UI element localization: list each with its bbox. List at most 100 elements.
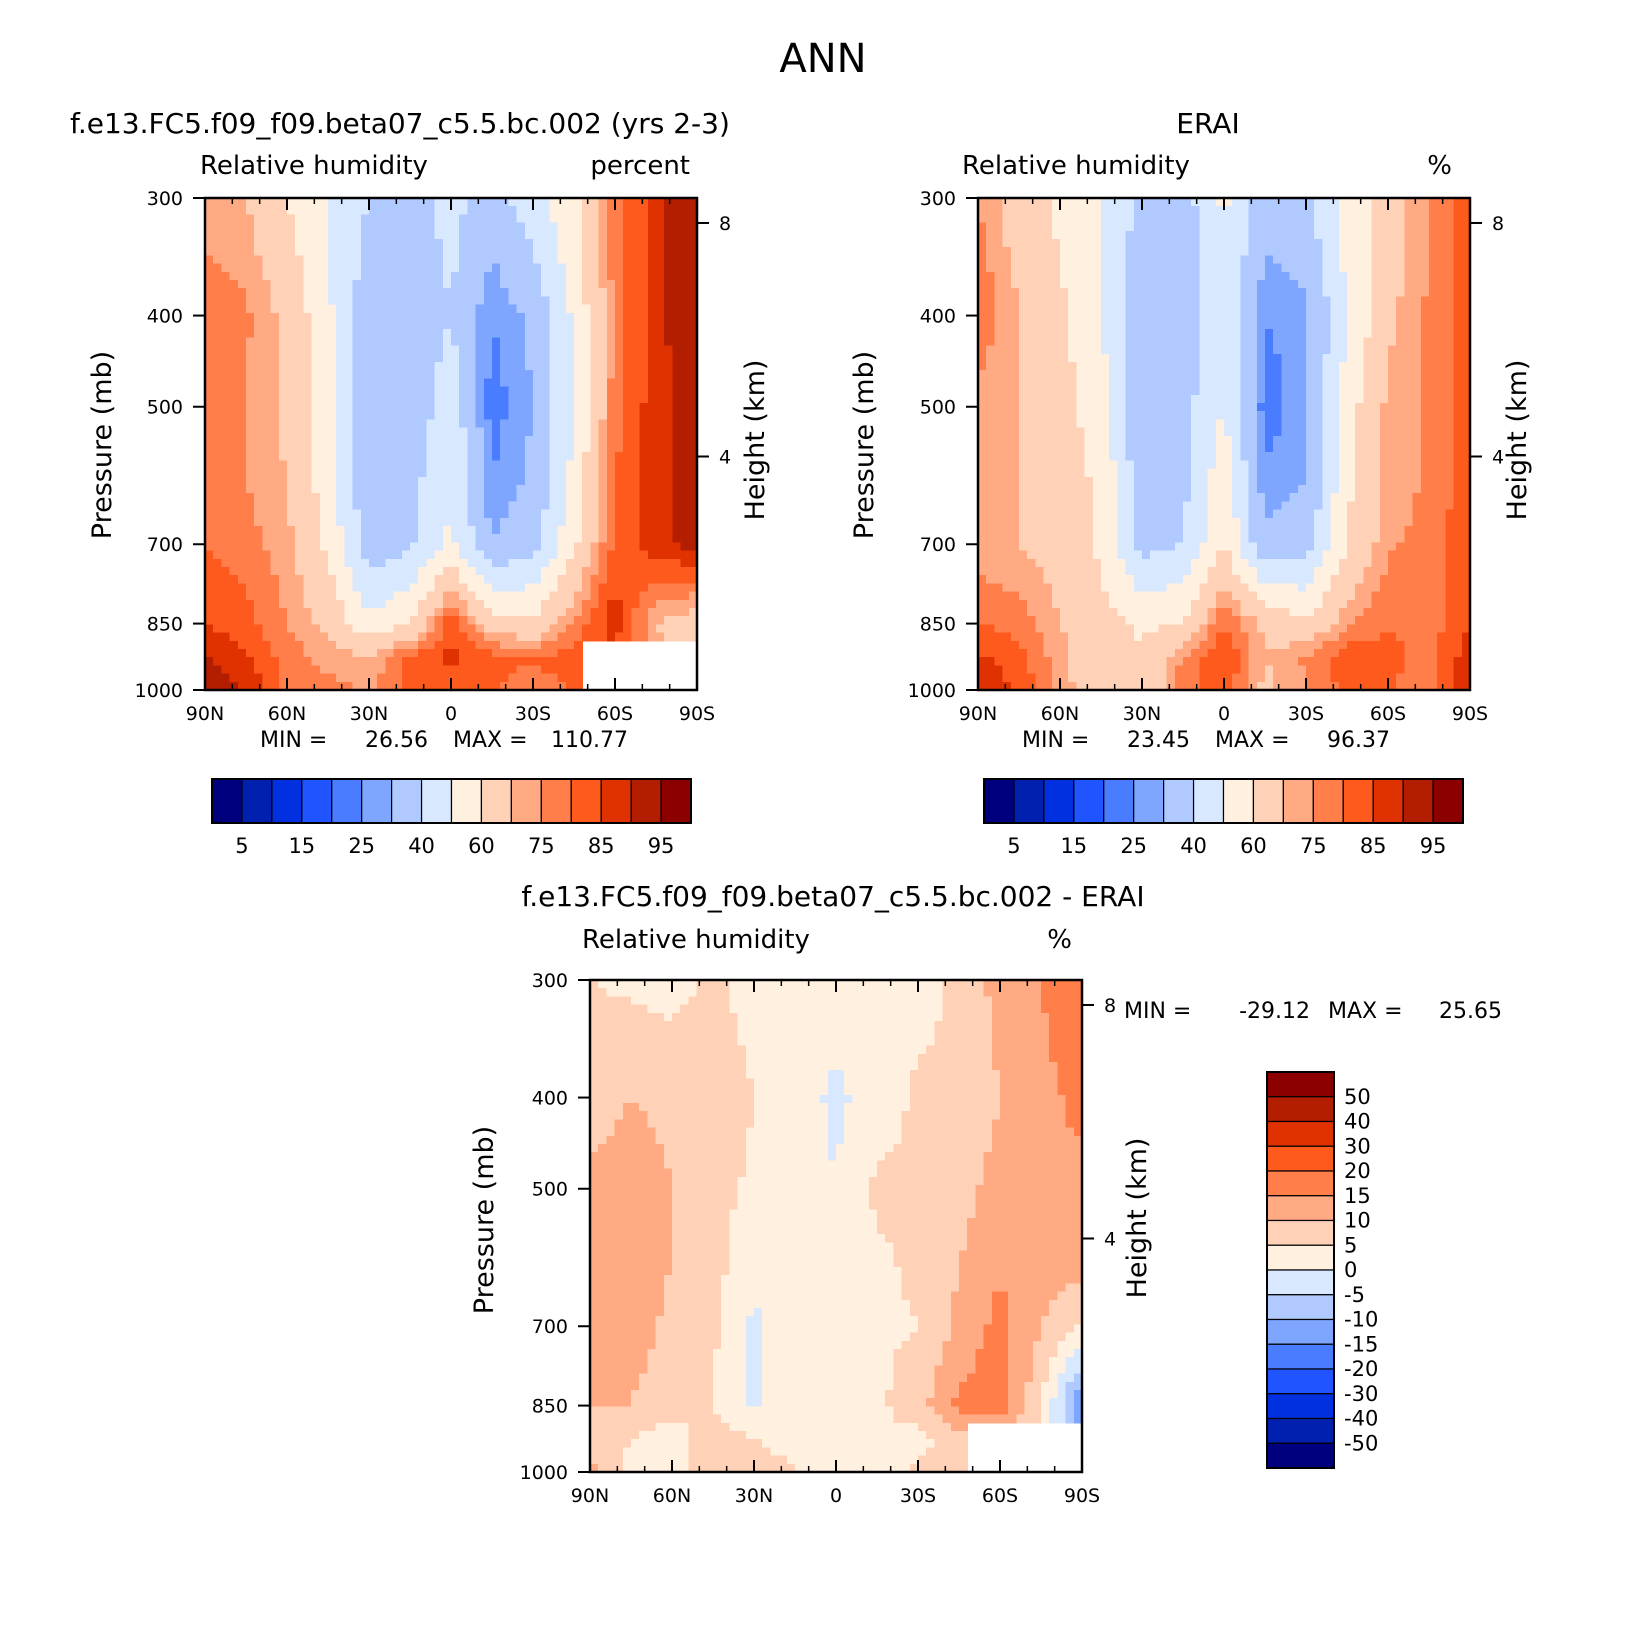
contour-cell — [508, 321, 518, 330]
contour-cell — [237, 575, 247, 584]
contour-cell — [401, 567, 411, 576]
contour-cell — [451, 321, 460, 330]
contour-cell — [377, 263, 386, 273]
contour-cell — [508, 665, 518, 675]
contour-cell — [1330, 353, 1340, 363]
contour-cell — [418, 230, 427, 240]
contour-cell — [344, 312, 354, 322]
contour-cell — [1289, 304, 1299, 314]
contour-cell — [336, 263, 345, 273]
colorbar-swatch — [660, 778, 692, 824]
contour-cell — [278, 526, 288, 535]
contour-cell — [582, 370, 591, 379]
contour-cell — [1265, 312, 1274, 322]
contour-cell — [287, 640, 296, 650]
contour-cell — [672, 370, 682, 379]
contour-cell — [978, 230, 987, 240]
contour-cell — [319, 394, 329, 404]
contour-cell — [664, 304, 673, 314]
contour-cell — [287, 616, 296, 625]
contour-cell — [1330, 378, 1340, 388]
contour-cell — [639, 222, 649, 232]
contour-cell — [303, 567, 313, 576]
contour-cell — [549, 468, 559, 478]
contour-cell — [328, 468, 337, 478]
contour-cell — [623, 542, 632, 552]
contour-cell — [328, 460, 337, 470]
contour-cell — [1133, 222, 1143, 232]
contour-cell — [1297, 255, 1307, 265]
contour-cell — [647, 255, 657, 265]
contour-cell — [385, 640, 395, 650]
contour-cell — [270, 427, 280, 437]
contour-cell — [500, 550, 509, 560]
contour-cell — [237, 657, 247, 666]
contour-cell — [598, 517, 608, 527]
contour-cell — [360, 526, 370, 535]
contour-cell — [1330, 312, 1340, 322]
contour-cell — [434, 550, 444, 560]
contour-cell — [508, 255, 518, 265]
contour-cell — [1445, 247, 1455, 256]
contour-cell — [205, 567, 214, 576]
contour-cell — [1060, 271, 1069, 281]
contour-cell — [459, 280, 468, 289]
contour-cell — [978, 296, 987, 306]
contour-cell — [385, 435, 395, 445]
contour-cell — [459, 517, 468, 527]
contour-cell — [606, 517, 616, 527]
contour-cell — [1289, 362, 1299, 371]
contour-cell — [483, 444, 493, 453]
contour-cell — [1068, 222, 1077, 232]
contour-cell — [1396, 329, 1405, 338]
contour-cell — [442, 583, 452, 593]
contour-cell — [278, 337, 288, 347]
contour-cell — [533, 591, 542, 601]
contour-cell — [205, 304, 214, 314]
contour-cell — [1092, 329, 1102, 338]
contour-cell — [254, 222, 263, 232]
contour-cell — [319, 493, 329, 502]
contour-cell — [533, 542, 542, 552]
contour-cell — [213, 271, 222, 281]
contour-cell — [451, 271, 460, 281]
contour-cell — [459, 616, 468, 625]
contour-cell — [1388, 329, 1397, 338]
contour-cell — [1142, 337, 1151, 347]
contour-cell — [328, 370, 337, 379]
colorbar-swatch — [420, 778, 453, 824]
contour-cell — [418, 427, 427, 437]
contour-cell — [1338, 321, 1348, 330]
contour-cell — [467, 608, 477, 617]
contour-cell — [426, 304, 436, 314]
contour-cell — [1150, 345, 1159, 355]
contour-cell — [508, 271, 518, 281]
contour-cell — [442, 591, 452, 601]
contour-cell — [582, 304, 591, 314]
contour-cell — [492, 222, 501, 232]
contour-cell — [369, 337, 378, 347]
contour-cell — [483, 567, 493, 576]
contour-cell — [1060, 337, 1069, 347]
contour-cell — [352, 665, 362, 675]
contour-cell — [1051, 337, 1061, 347]
contour-cell — [1379, 230, 1389, 240]
contour-cell — [1379, 247, 1389, 256]
contour-cell — [1150, 337, 1159, 347]
contour-cell — [524, 485, 534, 494]
contour-cell — [1396, 378, 1405, 388]
contour-cell — [1396, 214, 1405, 224]
contour-cell — [1347, 345, 1356, 355]
contour-cell — [1150, 206, 1159, 215]
contour-cell — [541, 665, 550, 675]
contour-cell — [606, 370, 616, 379]
contour-cell — [369, 304, 378, 314]
contour-cell — [418, 534, 427, 543]
contour-cell — [606, 329, 616, 338]
contour-cell — [1240, 329, 1250, 338]
contour-cell — [1068, 296, 1077, 306]
contour-cell — [229, 526, 239, 535]
contour-cell — [442, 288, 452, 297]
contour-cell — [565, 591, 575, 601]
contour-cell — [459, 542, 468, 552]
